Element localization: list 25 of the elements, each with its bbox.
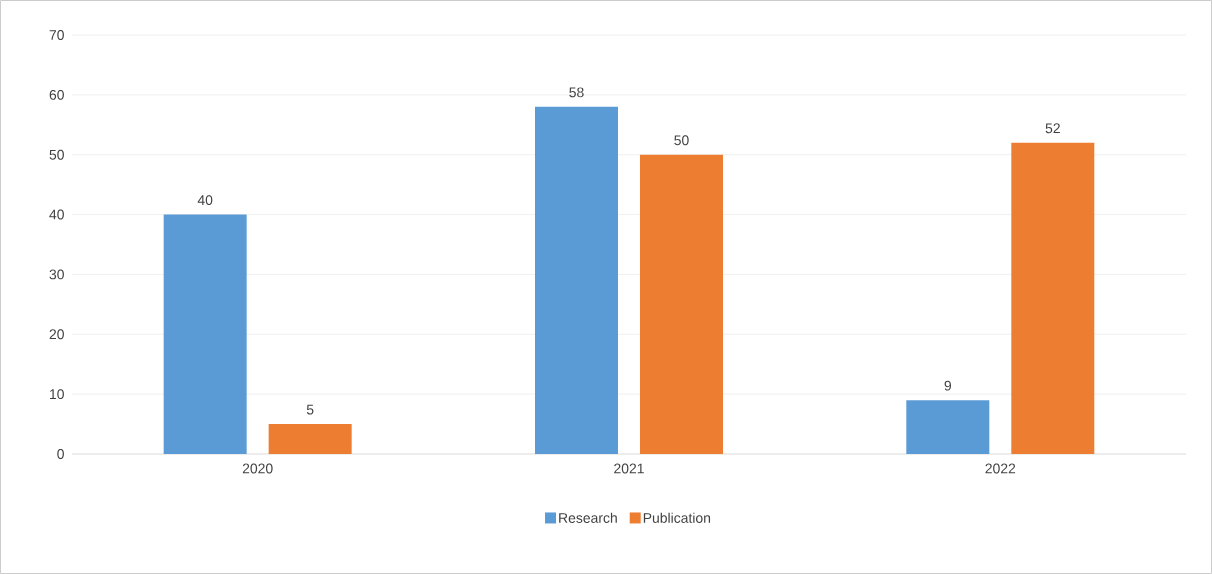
y-tick-label: 70: [49, 30, 64, 40]
data-label: 58: [569, 87, 584, 98]
data-label: 5: [306, 404, 314, 415]
y-tick-label: 40: [49, 209, 64, 220]
data-label: 50: [674, 135, 689, 146]
y-tick-label: 60: [49, 89, 64, 100]
data-label: 9: [944, 380, 952, 391]
bar: [163, 214, 247, 454]
x-tick-label: 2020: [242, 463, 273, 474]
y-tick-label: 10: [50, 389, 64, 400]
bar: [268, 424, 352, 454]
x-tick-label: 2021: [614, 463, 644, 474]
legend-label: Research: [559, 512, 617, 523]
data-label: 52: [1045, 123, 1060, 134]
x-tick-label: 2022: [985, 463, 1016, 474]
bar: [639, 154, 723, 454]
y-tick-label: 30: [49, 269, 64, 280]
bar: [534, 106, 618, 454]
legend-label: Publication: [643, 512, 711, 523]
y-tick-label: 50: [49, 149, 64, 160]
bar: [906, 400, 990, 454]
y-tick-label: 0: [57, 449, 64, 459]
y-tick-label: 20: [49, 329, 64, 340]
data-label: 40: [197, 195, 213, 206]
bar: [1011, 142, 1095, 454]
